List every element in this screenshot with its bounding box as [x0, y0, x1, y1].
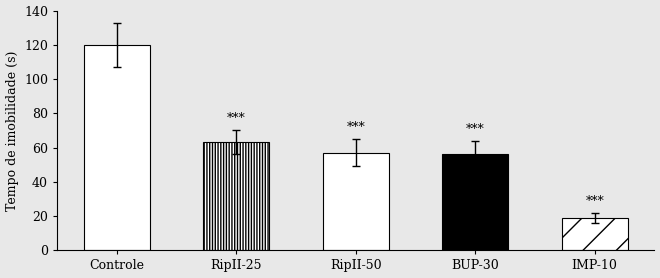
- Bar: [203, 143, 269, 250]
- Text: ***: ***: [227, 112, 246, 125]
- Bar: [442, 155, 508, 250]
- Text: ***: ***: [466, 123, 484, 136]
- Bar: [562, 218, 628, 250]
- Text: ***: ***: [585, 195, 604, 208]
- Bar: [323, 153, 389, 250]
- Y-axis label: Tempo de imobilidade (s): Tempo de imobilidade (s): [5, 50, 18, 211]
- Bar: [84, 45, 150, 250]
- Text: ***: ***: [346, 121, 365, 134]
